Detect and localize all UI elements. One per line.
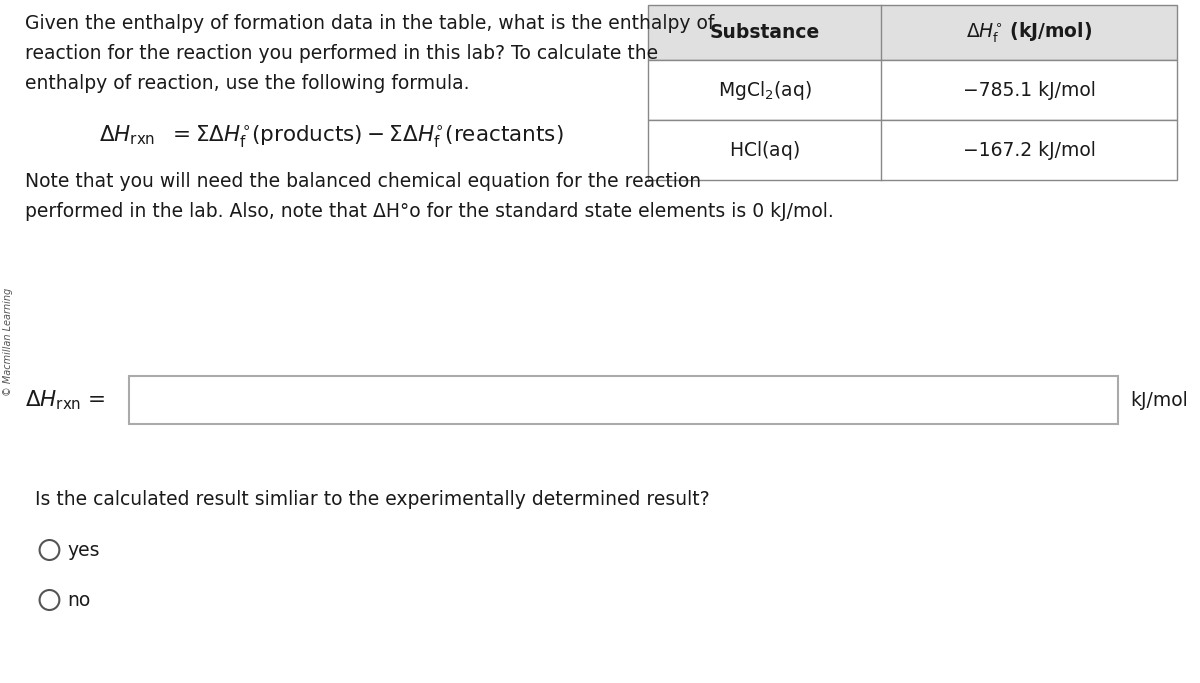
Text: $\Delta H_{\rm f}^{\circ}$ (kJ/mol): $\Delta H_{\rm f}^{\circ}$ (kJ/mol) <box>966 20 1092 45</box>
Text: enthalpy of reaction, use the following formula.: enthalpy of reaction, use the following … <box>25 74 469 93</box>
Text: reaction for the reaction you performed in this lab? To calculate the: reaction for the reaction you performed … <box>25 44 658 63</box>
Text: kJ/mol: kJ/mol <box>1130 391 1188 410</box>
Bar <box>648 5 1177 60</box>
Text: Is the calculated result simliar to the experimentally determined result?: Is the calculated result simliar to the … <box>35 490 709 509</box>
Bar <box>648 120 1177 180</box>
Text: $\Delta H_{\rm rxn}$  $= \Sigma\Delta H_{\rm f}^{\circ}(\mathrm{products}) - \Si: $\Delta H_{\rm rxn}$ $= \Sigma\Delta H_{… <box>98 124 564 150</box>
Text: Note that you will need the balanced chemical equation for the reaction: Note that you will need the balanced che… <box>25 172 701 191</box>
Text: yes: yes <box>67 540 100 559</box>
Bar <box>128 376 1118 424</box>
Text: $\mathrm{MgCl_2(aq)}$: $\mathrm{MgCl_2(aq)}$ <box>718 79 811 102</box>
Text: $\mathrm{HCl(aq)}$: $\mathrm{HCl(aq)}$ <box>730 139 800 161</box>
Text: no: no <box>67 591 90 609</box>
Text: −785.1 kJ/mol: −785.1 kJ/mol <box>962 81 1096 100</box>
Text: © Macmillan Learning: © Macmillan Learning <box>4 288 13 395</box>
Text: Given the enthalpy of formation data in the table, what is the enthalpy of: Given the enthalpy of formation data in … <box>25 14 714 33</box>
Text: −167.2 kJ/mol: −167.2 kJ/mol <box>962 141 1096 160</box>
Text: $\Delta H_{\rm rxn}$ =: $\Delta H_{\rm rxn}$ = <box>25 388 106 412</box>
Text: performed in the lab. Also, note that ΔH°ᴏ for the standard state elements is 0 : performed in the lab. Also, note that ΔH… <box>25 202 834 221</box>
Text: Substance: Substance <box>709 23 820 42</box>
Bar <box>648 60 1177 120</box>
